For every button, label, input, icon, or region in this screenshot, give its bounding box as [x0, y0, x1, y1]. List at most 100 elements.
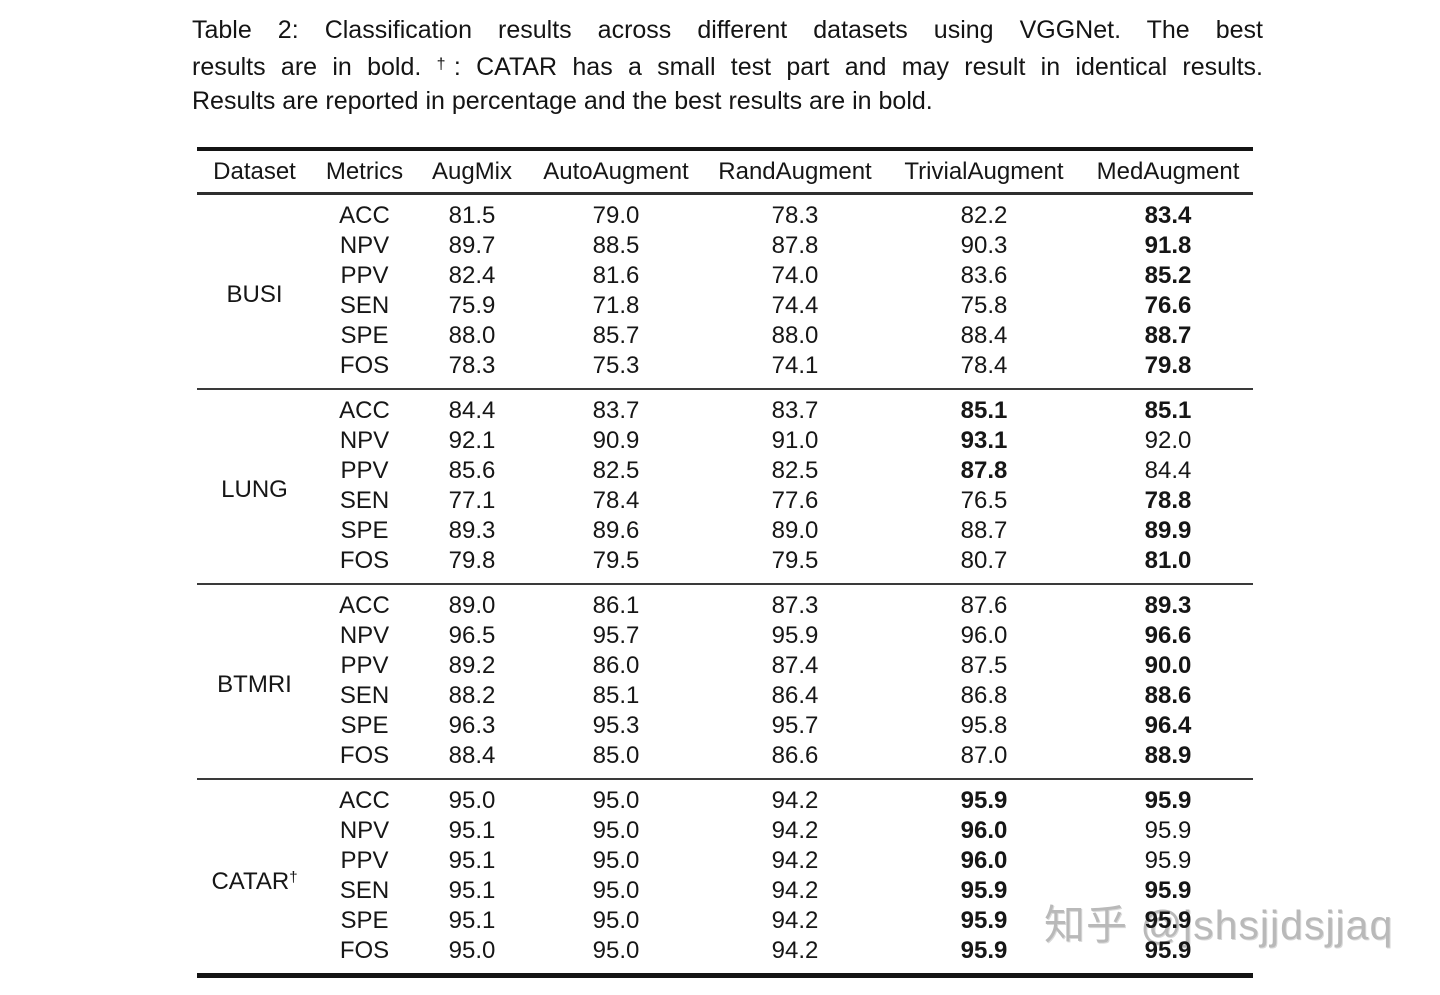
- value-cell: 87.3: [771, 592, 819, 619]
- table-row: SEN 77.1 78.4 77.6 76.5 78.8: [197, 486, 1253, 516]
- value-cell: 85.7: [592, 322, 640, 349]
- metric-label: PPV: [340, 457, 389, 484]
- value-cell: 95.1: [448, 877, 496, 904]
- table-row: PPV 82.4 81.6 74.0 83.6 85.2: [197, 261, 1253, 291]
- value-cell: 95.7: [771, 712, 819, 739]
- results-table: Dataset Metrics AugMix AutoAugment RandAugme…: [197, 147, 1253, 978]
- value-cell: 74.1: [771, 352, 819, 379]
- value-cell: 89.7: [448, 232, 496, 259]
- value-cell: 95.1: [448, 847, 496, 874]
- dagger-symbol: †: [436, 55, 454, 73]
- value-cell: 96.0: [960, 847, 1008, 874]
- value-cell: 95.9: [1144, 817, 1192, 844]
- column-header-randaugment: RandAugment: [718, 157, 872, 185]
- dataset-label-lung: LUNG: [221, 475, 288, 503]
- value-cell: 79.8: [1144, 352, 1192, 379]
- metric-label: SPE: [340, 322, 389, 349]
- caption-line-3: Results are reported in percentage and t…: [192, 84, 1263, 119]
- value-cell: 87.8: [960, 457, 1008, 484]
- value-cell: 95.3: [592, 712, 640, 739]
- value-cell: 89.0: [771, 517, 819, 544]
- value-cell: 74.4: [771, 292, 819, 319]
- column-header-metrics: Metrics: [325, 157, 404, 185]
- value-cell: 79.5: [771, 547, 819, 574]
- value-cell: 80.7: [960, 547, 1008, 574]
- value-cell: 75.3: [592, 352, 640, 379]
- metric-label: PPV: [340, 847, 389, 874]
- metric-label: ACC: [339, 592, 390, 619]
- value-cell: 95.8: [960, 712, 1008, 739]
- value-cell: 86.1: [592, 592, 640, 619]
- value-cell: 95.9: [1144, 787, 1192, 814]
- value-cell: 85.1: [1144, 397, 1192, 424]
- value-cell: 82.5: [592, 457, 640, 484]
- dataset-label-btmri: BTMRI: [217, 670, 292, 698]
- table-row: BUSI ACC 81.5 79.0 78.3 82.2 83.4: [197, 194, 1253, 308]
- value-cell: 96.4: [1144, 712, 1192, 739]
- metric-label: PPV: [340, 262, 389, 289]
- value-cell: 75.9: [448, 292, 496, 319]
- value-cell: 95.0: [592, 847, 640, 874]
- value-cell: 88.9: [1144, 742, 1192, 769]
- value-cell: 83.6: [960, 262, 1008, 289]
- table-row: NPV 92.1 90.9 91.0 93.1 92.0: [197, 426, 1253, 456]
- value-cell: 84.4: [448, 397, 496, 424]
- value-cell: 89.2: [448, 652, 496, 679]
- value-cell: 76.5: [960, 487, 1008, 514]
- value-cell: 95.0: [592, 817, 640, 844]
- watermark: 知乎 @jshsjjdsjjaq: [1044, 902, 1394, 948]
- value-cell: 91.8: [1144, 232, 1192, 259]
- table-header: Dataset Metrics AugMix AutoAugment RandAugme…: [197, 149, 1253, 194]
- value-cell: 91.0: [771, 427, 819, 454]
- value-cell: 90.0: [1144, 652, 1192, 679]
- value-cell: 94.2: [771, 907, 819, 934]
- metric-label: FOS: [339, 352, 390, 379]
- metric-label: SEN: [339, 682, 390, 709]
- metric-label: SEN: [339, 292, 390, 319]
- table-row: SPE 96.3 95.3 95.7 95.8 96.4: [197, 711, 1253, 741]
- value-cell: 85.1: [592, 682, 640, 709]
- value-cell: 95.9: [960, 937, 1008, 964]
- table-row: NPV 89.7 88.5 87.8 90.3 91.8: [197, 231, 1253, 261]
- value-cell: 79.0: [592, 202, 640, 229]
- caption-line-2: results are in bold. †: CATAR has a smal…: [192, 48, 1263, 85]
- value-cell: 86.8: [960, 682, 1008, 709]
- value-cell: 95.9: [1144, 937, 1192, 964]
- value-cell: 88.7: [1144, 322, 1192, 349]
- metric-label: FOS: [339, 742, 390, 769]
- dataset-group-catar: CATAR† ACC 95.0 95.0 94.2 95.9 95.9 NPV 95.1 95.0…: [197, 779, 1253, 976]
- value-cell: 90.3: [960, 232, 1008, 259]
- metric-label: ACC: [339, 202, 390, 229]
- table-row: FOS 79.8 79.5 79.5 80.7 81.0: [197, 546, 1253, 584]
- metric-label: NPV: [339, 817, 390, 844]
- dataset-group-busi: BUSI ACC 81.5 79.0 78.3 82.2 83.4 NPV 89.7 88.5 87…: [197, 194, 1253, 390]
- value-cell: 83.7: [771, 397, 819, 424]
- value-cell: 89.3: [448, 517, 496, 544]
- value-cell: 83.7: [592, 397, 640, 424]
- value-cell: 95.1: [448, 907, 496, 934]
- value-cell: 95.9: [771, 622, 819, 649]
- table-row: BTMRI ACC 89.0 86.1 87.3 87.6 89.3: [197, 584, 1253, 698]
- metric-label: NPV: [339, 427, 390, 454]
- value-cell: 82.4: [448, 262, 496, 289]
- value-cell: 77.1: [448, 487, 496, 514]
- value-cell: 87.0: [960, 742, 1008, 769]
- value-cell: 89.9: [1144, 517, 1192, 544]
- value-cell: 79.5: [592, 547, 640, 574]
- dataset-label-catar: CATAR†: [211, 867, 298, 895]
- value-cell: 78.4: [960, 352, 1008, 379]
- metric-label: PPV: [340, 652, 389, 679]
- caption-text: Table 2: Classification results across d…: [192, 16, 1263, 44]
- column-header-medaugment: MedAugment: [1096, 157, 1240, 185]
- metric-label: NPV: [339, 232, 390, 259]
- table-row: FOS 88.4 85.0 86.6 87.0 88.9: [197, 741, 1253, 779]
- table-row: PPV 85.6 82.5 82.5 87.8 84.4: [197, 456, 1253, 486]
- table-row: SPE 88.0 85.7 88.0 88.4 88.7: [197, 321, 1253, 351]
- value-cell: 94.2: [771, 787, 819, 814]
- table-row: SEN 95.1 95.0 94.2 95.9 95.9: [197, 876, 1253, 906]
- table-row: NPV 95.1 95.0 94.2 96.0 95.9: [197, 816, 1253, 846]
- value-cell: 79.8: [448, 547, 496, 574]
- metric-label: SPE: [340, 907, 389, 934]
- value-cell: 89.6: [592, 517, 640, 544]
- value-cell: 95.0: [448, 787, 496, 814]
